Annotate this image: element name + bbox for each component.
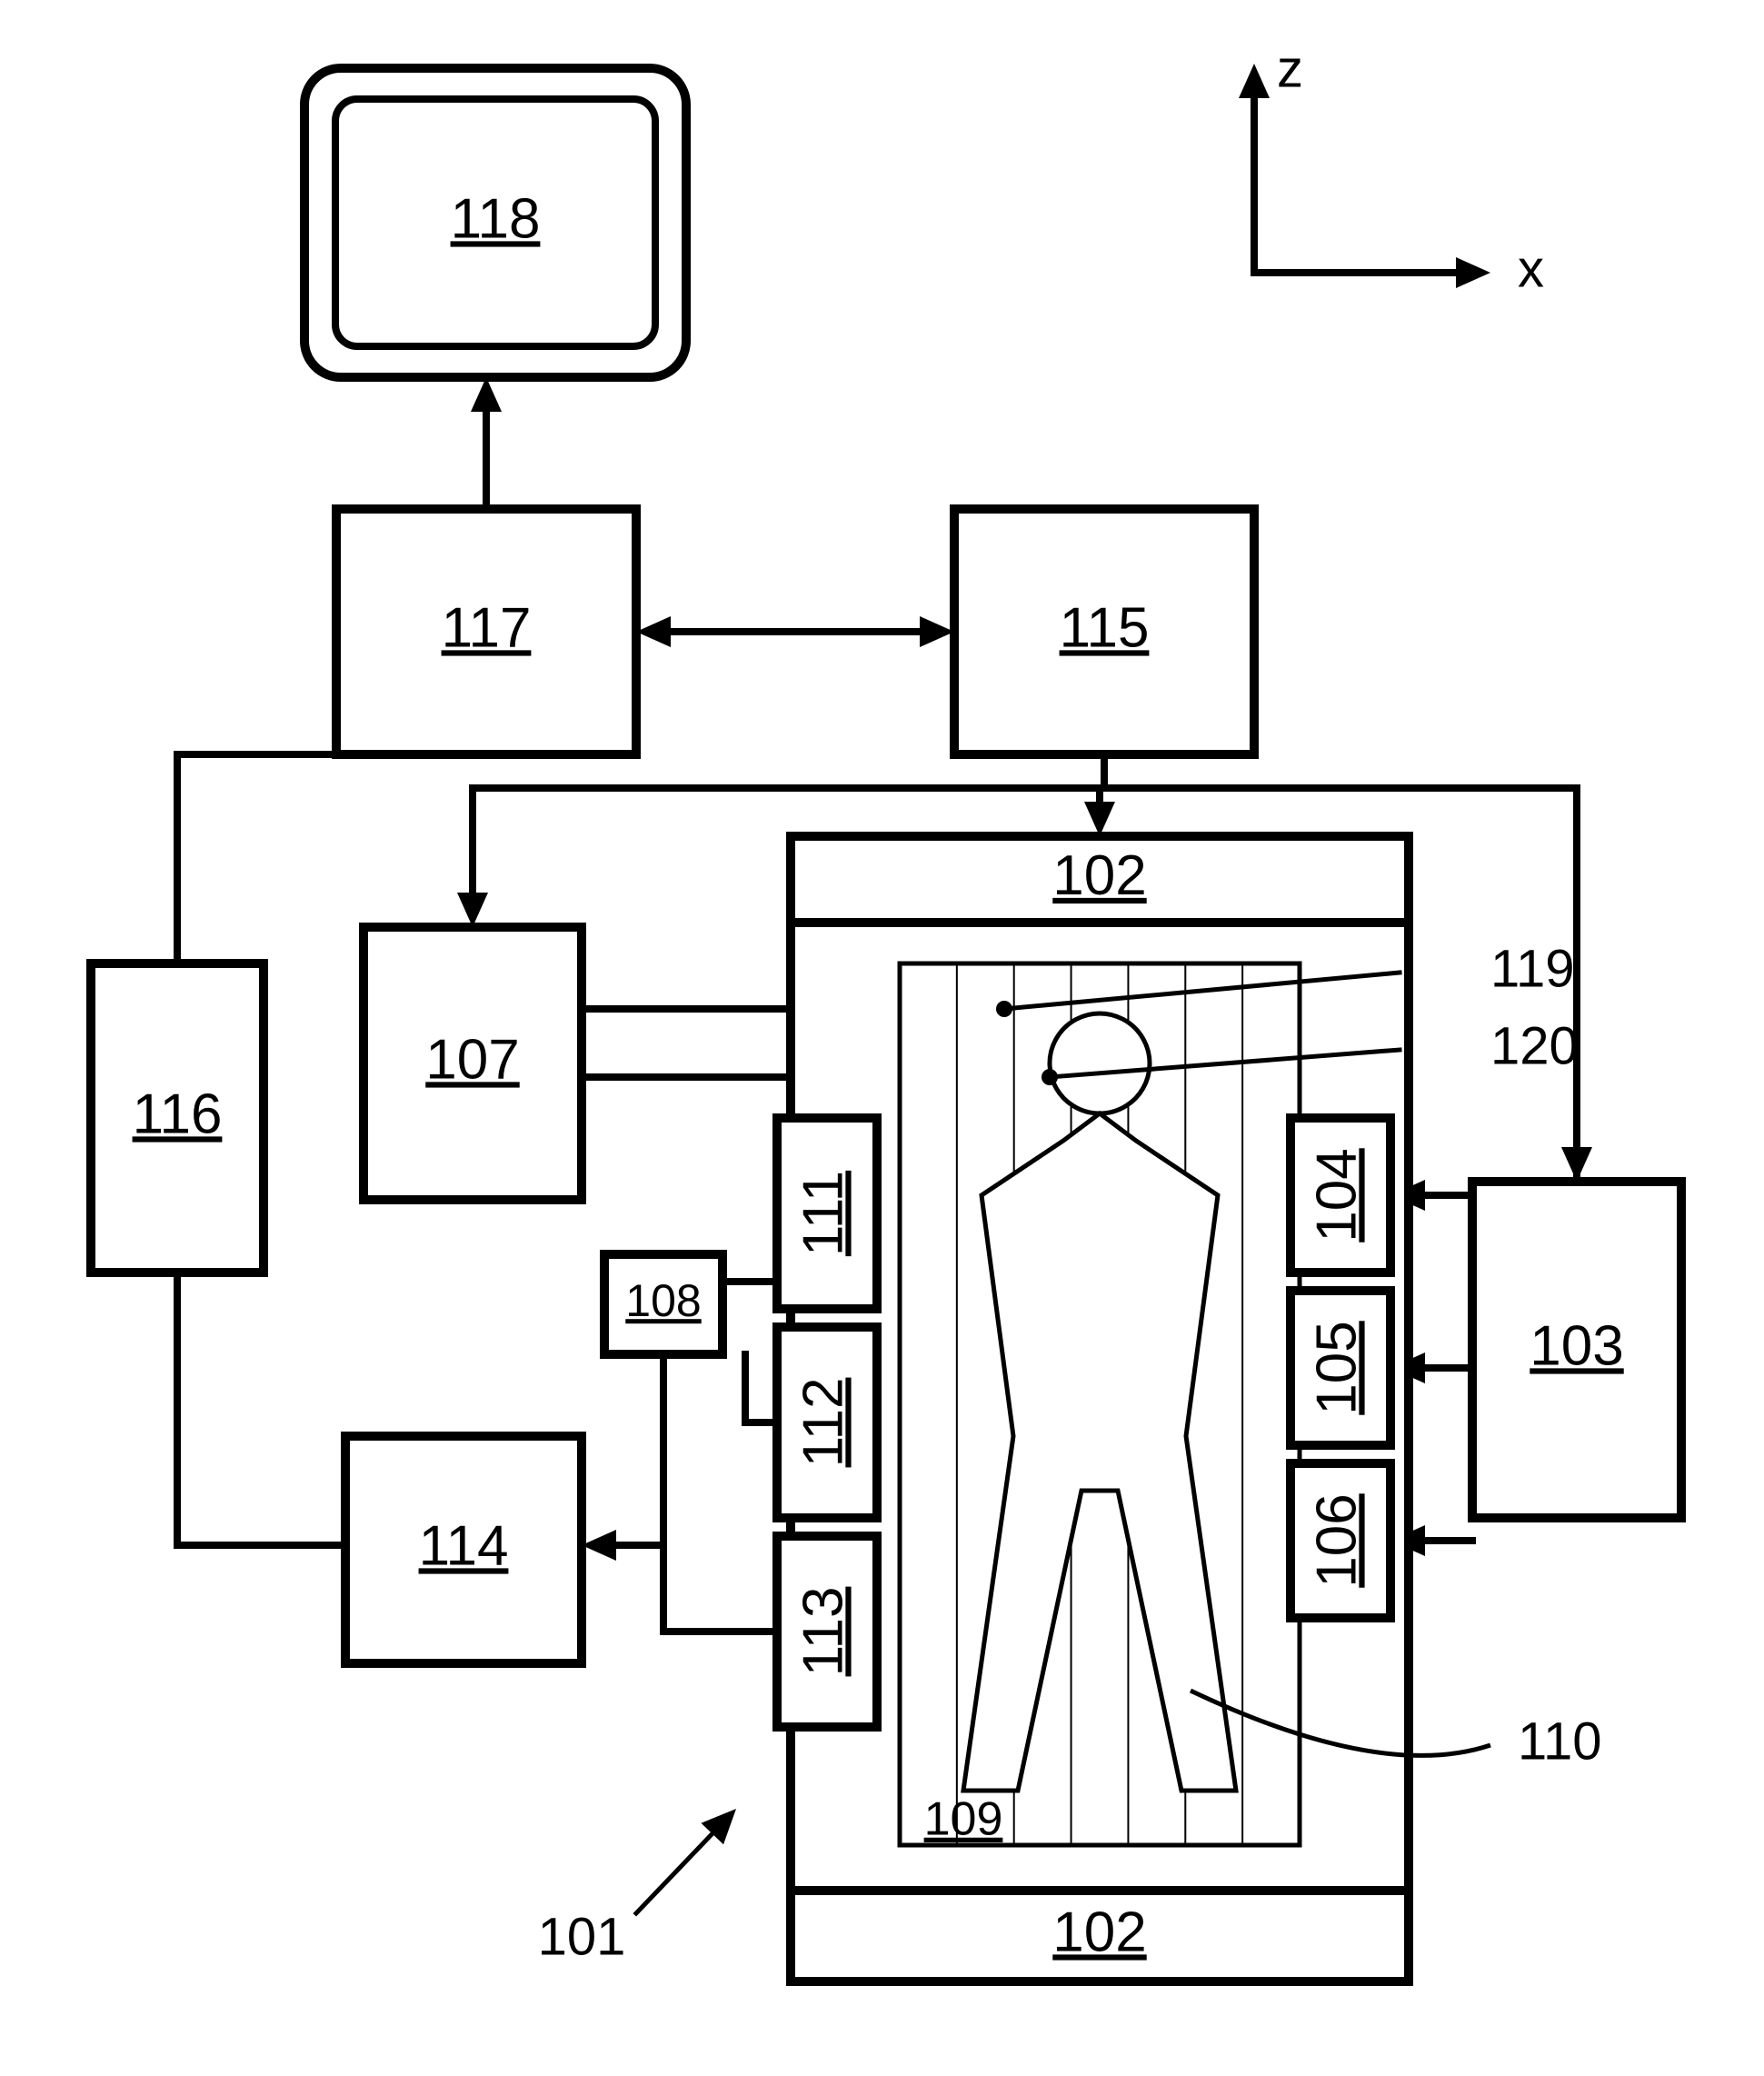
block-102: 102	[791, 836, 1409, 923]
block-113: 113	[777, 1536, 877, 1727]
block-111: 111	[777, 1118, 877, 1309]
label-101: 101	[538, 1907, 626, 1966]
block-106: 106	[1291, 1463, 1390, 1618]
block-104: 104	[1291, 1118, 1390, 1273]
label-115: 115	[1060, 596, 1150, 659]
block-105: 105	[1291, 1291, 1390, 1445]
block-118: 118	[304, 68, 686, 377]
label-117: 117	[442, 596, 532, 659]
block-107: 107	[364, 927, 582, 1200]
label-108: 108	[625, 1275, 701, 1326]
label-111: 111	[792, 1171, 854, 1256]
label-109: 109	[924, 1793, 1003, 1846]
label-104: 104	[1305, 1148, 1368, 1242]
block-102: 102	[791, 1891, 1409, 1981]
axis-x-label: x	[1518, 239, 1544, 298]
label-106: 106	[1305, 1493, 1368, 1587]
label-114: 114	[419, 1514, 509, 1577]
label-112: 112	[792, 1378, 854, 1468]
block-112: 112	[777, 1327, 877, 1518]
label-102: 102	[1052, 1901, 1146, 1963]
axis-z-label: z	[1277, 39, 1303, 98]
label-119: 119	[1490, 939, 1574, 998]
label-118: 118	[451, 187, 541, 250]
label-105: 105	[1305, 1321, 1368, 1414]
label-102: 102	[1052, 844, 1146, 907]
block-117: 117	[336, 509, 636, 754]
label-116: 116	[133, 1083, 223, 1145]
label-107: 107	[425, 1028, 519, 1091]
block-114: 114	[345, 1436, 582, 1663]
block-108: 108	[604, 1254, 723, 1354]
block-116: 116	[91, 963, 264, 1273]
block-103: 103	[1472, 1182, 1681, 1518]
label-103: 103	[1530, 1314, 1623, 1377]
block-115: 115	[954, 509, 1254, 754]
label-113: 113	[792, 1587, 854, 1677]
label-110: 110	[1518, 1712, 1601, 1771]
label-120: 120	[1490, 1016, 1579, 1075]
